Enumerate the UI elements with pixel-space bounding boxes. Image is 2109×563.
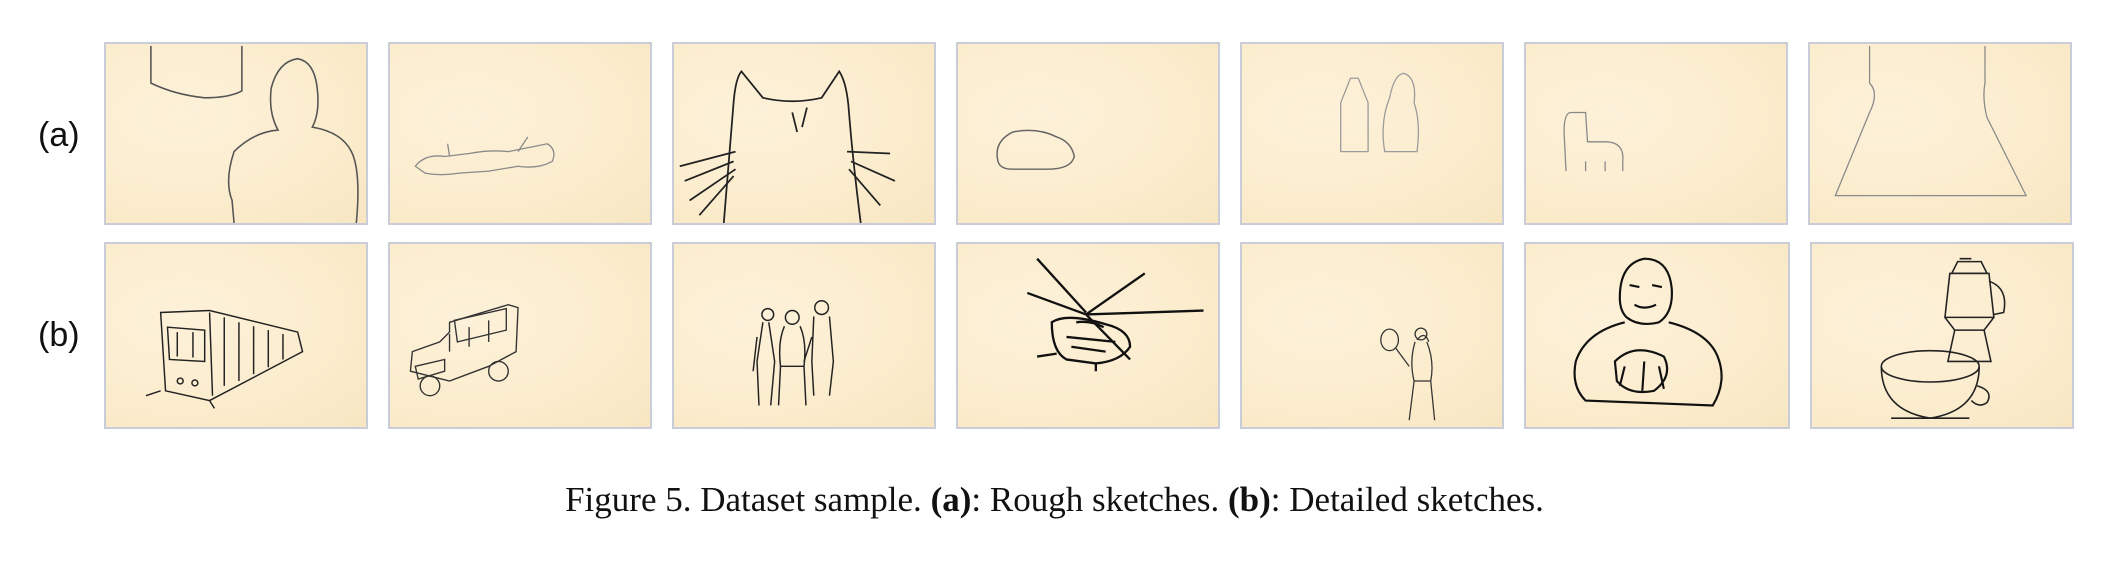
caption-tag-b: (b) (1228, 480, 1271, 519)
detailed-sketch-truck (388, 242, 652, 429)
rough-sketch-car (956, 42, 1220, 225)
row-label-b: (b) (38, 316, 80, 354)
caption-text-a: : Rough sketches. (971, 480, 1229, 519)
figure-caption: Figure 5. Dataset sample. (a): Rough ske… (0, 480, 2109, 520)
caption-prefix: Figure 5. Dataset sample. (565, 480, 931, 519)
rough-sketch-lamp (1808, 42, 2072, 225)
detailed-sketch-helicopter (956, 242, 1220, 429)
detailed-sketch-people (672, 242, 936, 429)
rough-sketch-furniture (1524, 42, 1788, 225)
detailed-sketch-moka-pot-and-cup (1810, 242, 2074, 429)
rough-sketch-cat (672, 42, 936, 225)
rough-sketch-person (104, 42, 368, 225)
caption-tag-a: (a) (930, 480, 972, 519)
rough-sketch-bottles (1240, 42, 1504, 225)
detailed-sketch-person-with-pet (1524, 242, 1790, 429)
detailed-sketch-train (104, 242, 368, 429)
rough-sketch-airplane (388, 42, 652, 225)
caption-text-b: : Detailed sketches. (1270, 480, 1544, 519)
row-label-a: (a) (38, 116, 80, 154)
detailed-sketch-tennis-player (1240, 242, 1504, 429)
